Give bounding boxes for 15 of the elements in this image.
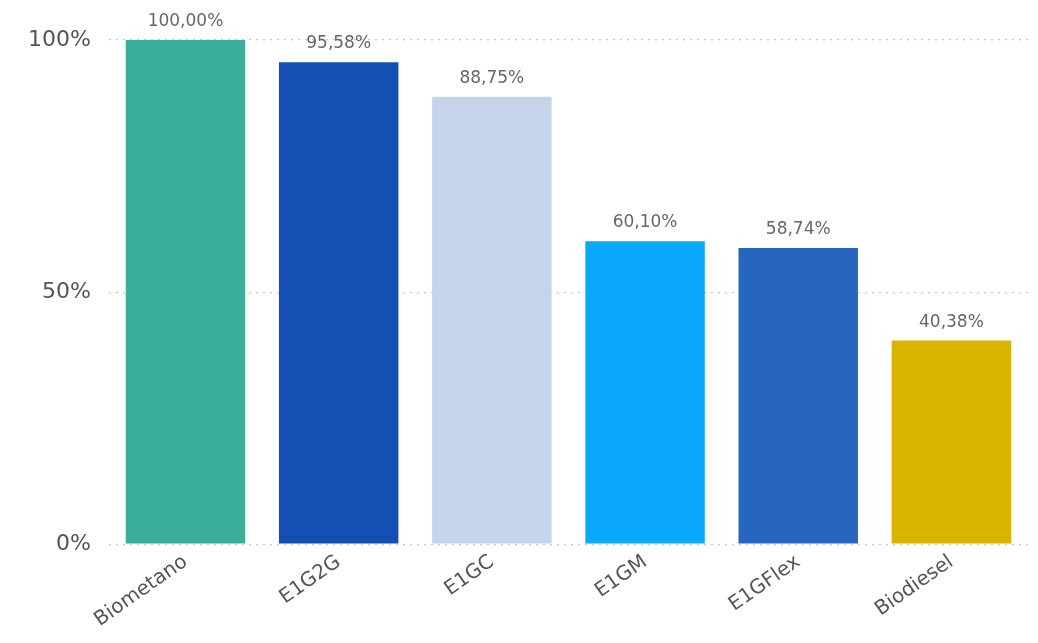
bar [125, 40, 246, 544]
data-label: 40,38% [918, 310, 984, 331]
data-label: 100,00% [147, 9, 224, 30]
data-label: 95,58% [306, 32, 372, 53]
y-tick-label: 100% [27, 25, 91, 51]
bar [891, 340, 1012, 544]
y-tick-label: 50% [41, 277, 91, 303]
data-label: 88,75% [459, 66, 525, 87]
bar [738, 248, 858, 544]
bar [432, 96, 552, 544]
y-tick-label: 0% [55, 529, 91, 555]
data-label: 60,10% [612, 211, 678, 232]
bar [278, 62, 399, 544]
bar [585, 241, 705, 544]
data-label: 58,74% [765, 217, 831, 238]
